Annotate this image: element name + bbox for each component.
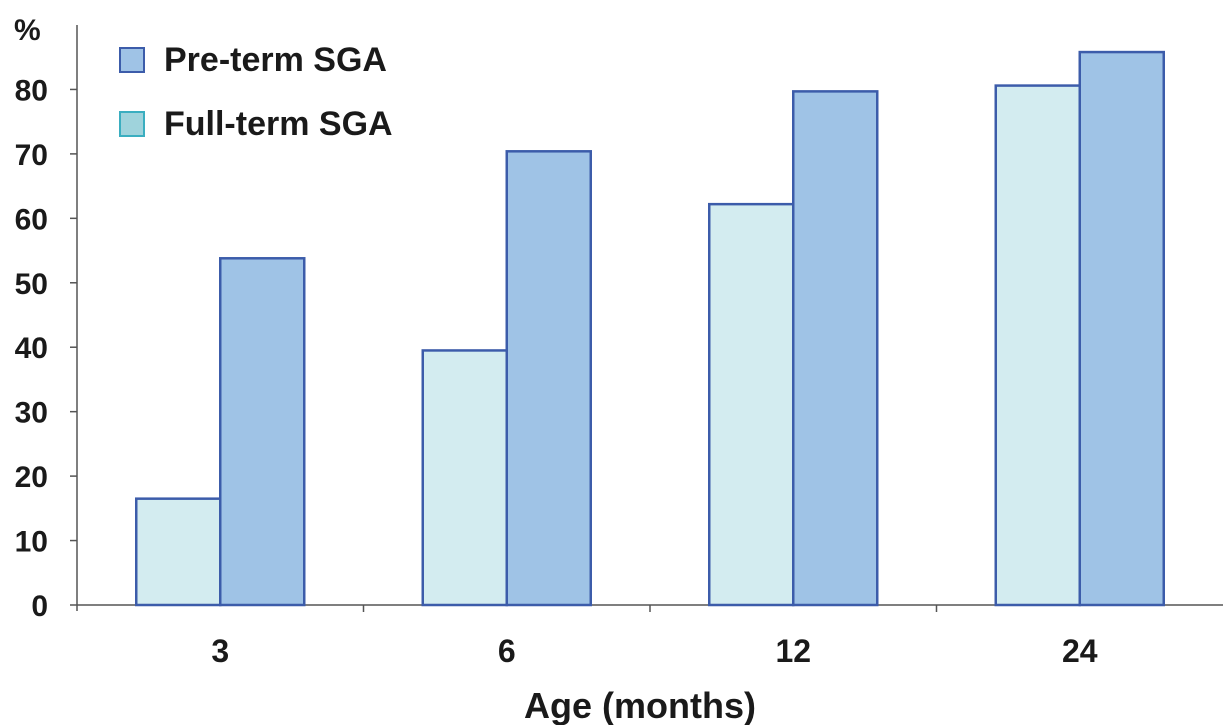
bar-pre-term-sga-24 (1078, 50, 1165, 607)
y-tick-label: 50 (15, 268, 48, 301)
legend-label: Pre-term SGA (164, 41, 387, 79)
bar-full-term-sga-12 (708, 202, 795, 607)
x-axis-title: Age (months) (524, 685, 756, 725)
y-tick-label: 70 (15, 139, 48, 172)
bar-pre-term-sga-12 (792, 90, 879, 607)
bar-full-term-sga-6 (421, 349, 508, 607)
x-tick-label: 24 (1062, 633, 1098, 669)
legend-swatch (119, 47, 145, 73)
y-tick-label: 30 (15, 397, 48, 430)
y-tick-label: 80 (15, 74, 48, 107)
bar-full-term-sga-24 (994, 84, 1081, 607)
bars (135, 50, 1165, 607)
legend: Pre-term SGA Full-term SGA (119, 41, 393, 143)
y-tick-label: 40 (15, 332, 48, 365)
y-tick-label: 0 (31, 590, 48, 623)
x-tick-label: 6 (498, 633, 516, 669)
legend-swatch (119, 111, 145, 137)
bar-pre-term-sga-3 (219, 257, 306, 607)
x-tick-label: 12 (775, 633, 811, 669)
x-tick-label: 3 (211, 633, 229, 669)
x-axis: 3 6 12 24 (77, 604, 1223, 669)
y-axis-title: % (14, 14, 41, 47)
y-tick-label: 10 (15, 526, 48, 559)
y-tick-label: 20 (15, 461, 48, 494)
y-tick-label: 60 (15, 203, 48, 236)
legend-label: Full-term SGA (164, 105, 393, 143)
bar-full-term-sga-3 (135, 497, 222, 607)
y-axis: 0 10 20 30 40 50 60 70 80 (15, 25, 78, 623)
bar-pre-term-sga-6 (505, 150, 592, 607)
